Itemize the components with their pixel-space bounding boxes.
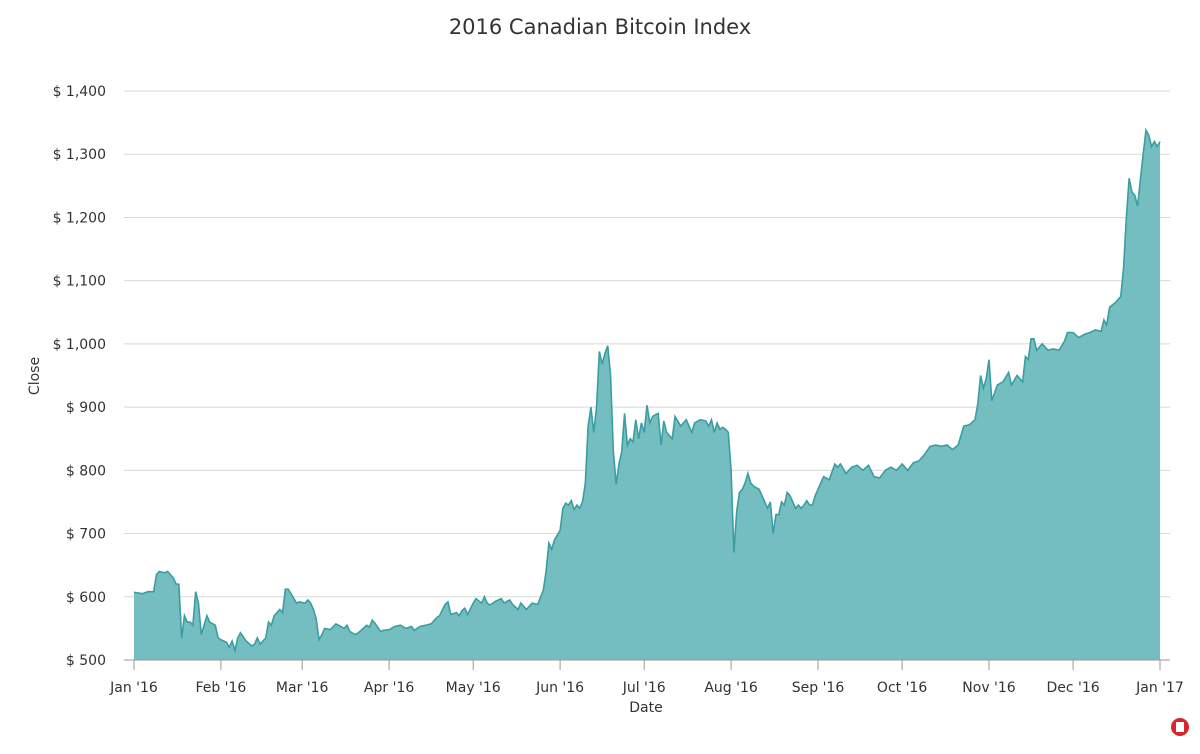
y-tick-label: $ 500	[66, 653, 106, 669]
x-tick-label: Nov '16	[962, 680, 1016, 696]
y-tick-label: $ 800	[66, 463, 106, 479]
x-tick-label: Jan '17	[1135, 680, 1184, 696]
line	[133, 127, 1161, 654]
y-tick-label: $ 700	[66, 527, 106, 543]
y-tick-label: $ 1,300	[53, 147, 106, 163]
x-tick-label: Apr '16	[364, 680, 414, 696]
chart-title: 2016 Canadian Bitcoin Index	[449, 15, 751, 39]
x-tick-label: Sep '16	[792, 680, 845, 696]
x-tick-label: Aug '16	[704, 680, 758, 696]
y-tick-label: $ 900	[66, 400, 106, 416]
y-tick-label: $ 1,000	[53, 337, 106, 353]
x-tick-label: Oct '16	[877, 680, 927, 696]
logo	[1171, 718, 1189, 736]
y-tick-label: $ 1,200	[53, 210, 106, 226]
x-tick-label: May '16	[446, 680, 501, 696]
area	[134, 130, 1160, 660]
y-axis-label: Close	[27, 357, 43, 395]
x-tick-label: Jul '16	[622, 680, 666, 696]
x-axis-label: Date	[629, 700, 662, 716]
x-tick-label: Jun '16	[535, 680, 584, 696]
x-tick-label: Mar '16	[276, 680, 329, 696]
y-tick-label: $ 600	[66, 590, 106, 606]
x-tick-label: Jan '16	[109, 680, 158, 696]
x-tick-label: Feb '16	[195, 680, 246, 696]
x-tick-label: Dec '16	[1046, 680, 1099, 696]
y-tick-label: $ 1,400	[53, 84, 106, 100]
y-tick-label: $ 1,100	[53, 274, 106, 290]
